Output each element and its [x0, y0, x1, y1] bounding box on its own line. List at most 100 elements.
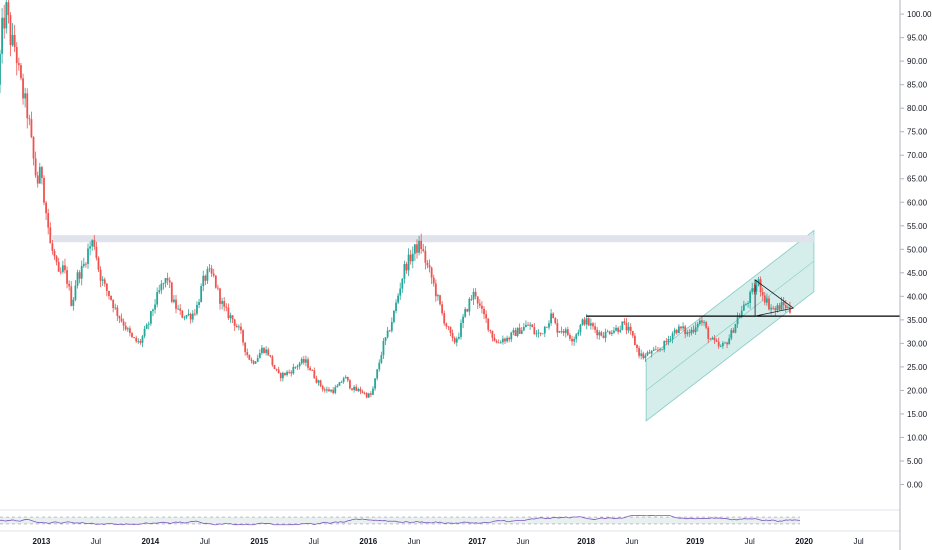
- candle-body: [214, 275, 217, 288]
- candle-body: [784, 305, 787, 308]
- candle-body: [235, 325, 238, 328]
- candle-body: [600, 332, 603, 336]
- candle-body: [275, 368, 278, 370]
- candle-body: [11, 34, 14, 46]
- candle-body: [416, 244, 418, 253]
- candle-body: [527, 324, 529, 326]
- candle-body: [250, 359, 253, 361]
- candle-body: [460, 323, 462, 337]
- candle-body: [759, 279, 762, 293]
- candle-body: [638, 348, 640, 356]
- candle-body: [443, 313, 446, 324]
- candle-body: [246, 352, 249, 355]
- candle-body: [420, 240, 423, 250]
- candle-body: [55, 256, 58, 262]
- candle-body: [173, 299, 175, 302]
- candle-body: [413, 244, 416, 254]
- candle-body: [728, 338, 731, 345]
- time-tick-label: 2017: [468, 537, 486, 546]
- candle-body: [376, 369, 379, 379]
- candle-body: [265, 349, 268, 353]
- candle-body: [3, 17, 6, 29]
- candle-body: [254, 361, 257, 364]
- time-tick-label: 2016: [359, 537, 377, 546]
- candle-body: [51, 243, 54, 251]
- candle-body: [349, 380, 351, 389]
- candle-body: [397, 295, 400, 303]
- candle-body: [95, 246, 98, 258]
- candle-body: [426, 262, 429, 266]
- candle-body: [68, 283, 71, 287]
- candle-body: [240, 326, 242, 331]
- candle-body: [770, 307, 772, 310]
- candle-body: [411, 253, 414, 262]
- price-axis[interactable]: 100.00 95.00 90.00 85.00 80.00 75.00 70.00 65.0…: [900, 10, 932, 489]
- candle-body: [233, 319, 236, 326]
- candle-body: [34, 158, 37, 176]
- indicator-pane[interactable]: [0, 514, 801, 526]
- candle-body: [76, 272, 79, 286]
- candle-body: [160, 283, 163, 291]
- candle-body: [627, 326, 630, 331]
- candle-body: [447, 326, 450, 328]
- candle-body: [690, 329, 693, 334]
- candle-body: [619, 330, 622, 332]
- candle-body: [332, 389, 335, 393]
- price-tick-label: 5.00: [907, 457, 923, 466]
- candle-body: [722, 343, 724, 347]
- candle-body: [219, 288, 221, 304]
- candle-body: [579, 324, 582, 333]
- candle-body: [550, 313, 552, 324]
- candle-body: [152, 309, 154, 312]
- candle-body: [309, 367, 312, 371]
- channel-layer: [645, 229, 815, 422]
- candle-body: [566, 329, 569, 335]
- candle-body: [598, 332, 601, 336]
- candle-body: [686, 332, 689, 335]
- candle-body: [210, 268, 213, 274]
- candle-body: [696, 323, 699, 328]
- candle-body: [351, 388, 353, 390]
- candle-body: [669, 338, 672, 340]
- candle-body: [288, 371, 291, 373]
- candle-body: [786, 307, 789, 308]
- candle-body: [745, 304, 747, 305]
- candle-body: [510, 332, 513, 340]
- candle-body: [126, 328, 129, 330]
- candle-body: [38, 167, 41, 184]
- candle-body: [281, 372, 284, 379]
- candle-body: [556, 323, 559, 333]
- candle-body: [305, 359, 307, 363]
- triangle-pattern[interactable]: [754, 279, 795, 317]
- candle-body: [516, 327, 519, 336]
- candle-body: [602, 335, 605, 338]
- candle-body: [300, 359, 303, 364]
- price-tick-label: 25.00: [907, 363, 928, 372]
- candle-body: [156, 292, 159, 305]
- candle-body: [680, 326, 682, 329]
- candle-body: [529, 324, 532, 326]
- candle-body: [631, 331, 634, 336]
- candle-body: [380, 355, 383, 363]
- candle-body: [468, 298, 471, 312]
- candle-body: [451, 333, 454, 338]
- candle-body: [53, 250, 56, 257]
- candle-body: [399, 288, 402, 296]
- time-axis[interactable]: 2013 Jul 2014 Jul 2015 Jul 2016 Jun 2017 Jun 2018 J…: [33, 537, 864, 546]
- candle-body: [24, 93, 27, 99]
- candle-body: [506, 337, 508, 342]
- candle-body: [135, 337, 138, 342]
- candle-body: [149, 311, 152, 324]
- candle-body: [154, 304, 156, 310]
- resistance-band[interactable]: [52, 235, 814, 243]
- candle-body: [361, 391, 364, 393]
- candle-body: [613, 330, 615, 333]
- candle-body: [290, 372, 293, 374]
- candle-body: [768, 298, 770, 310]
- candle-body: [302, 359, 305, 363]
- price-tick-label: 20.00: [907, 386, 928, 395]
- candle-body: [20, 65, 22, 79]
- time-tick-label: Jul: [91, 537, 101, 546]
- time-tick-label: Jul: [309, 537, 319, 546]
